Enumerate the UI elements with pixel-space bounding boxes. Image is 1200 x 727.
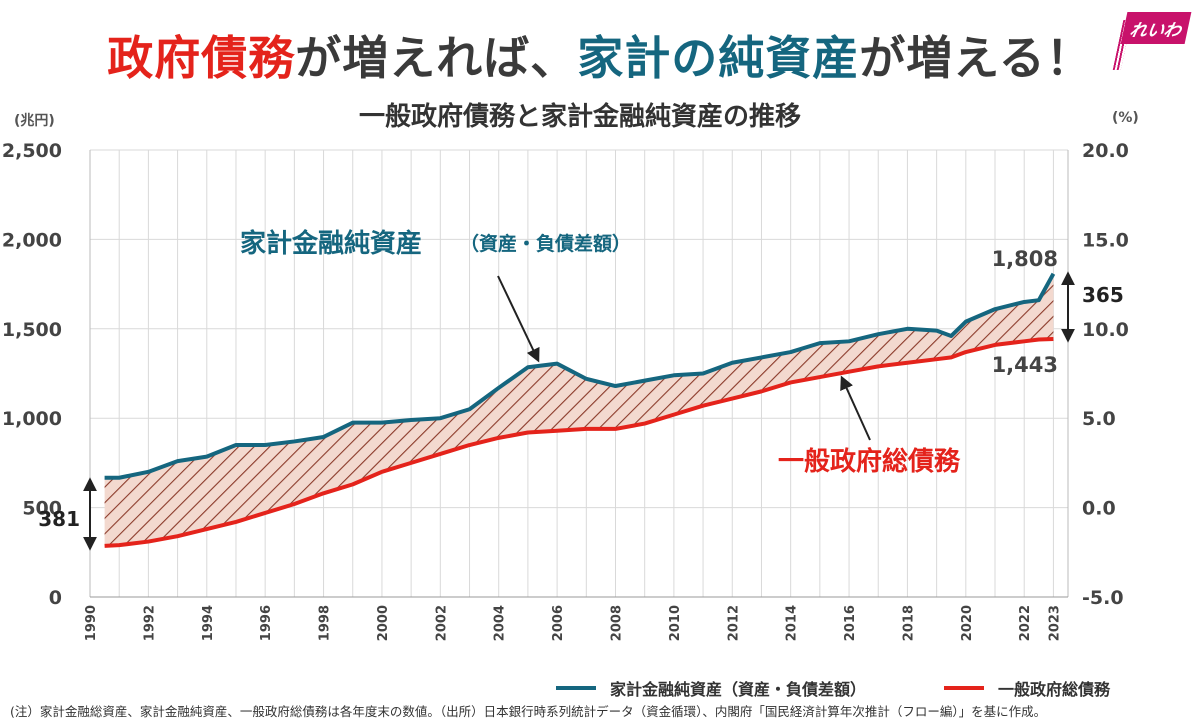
x-tick-label: 2010: [668, 605, 683, 641]
annotation-debt-label: 一般政府総債務: [778, 446, 961, 477]
headline-part-increase: が増える！: [859, 31, 1093, 85]
x-tick-label: 1992: [142, 605, 157, 641]
right-axis-unit: (%): [1112, 110, 1139, 126]
x-tick-label: 2000: [376, 605, 391, 641]
x-tick-label: 1996: [259, 605, 274, 641]
x-tick-label: 2022: [1018, 605, 1033, 641]
footnote: (注）家計金融総資産、家計金融純資産、一般政府総債務は各年度末の数値。（出所）日…: [10, 704, 1047, 719]
chart-area: 0 500 1,000 1,500 2,000 2,500 -5.0 0.0 5.0 10.0 15…: [2, 140, 1129, 641]
annotation-net-assets-sub: （資産・負債差額）: [460, 232, 631, 255]
x-tick-label: 2002: [434, 605, 449, 641]
y-tick-right: 10.0: [1082, 319, 1129, 341]
headline-part-if-increases: が増えれば、: [295, 31, 578, 85]
x-tick-label: 1994: [201, 605, 216, 641]
x-tick-label: 2020: [960, 605, 975, 641]
gap-value-end: 365: [1082, 283, 1124, 307]
value-end-government-debt: 1,443: [992, 353, 1058, 377]
y-tick-left: 1,500: [2, 319, 62, 341]
legend-label-net-assets: 家計金融純資産（資産・負債差額）: [610, 680, 867, 699]
arrow-debt: [840, 375, 871, 441]
y-tick-right: -5.0: [1082, 587, 1124, 609]
series-line-government-debt: [104, 336, 1054, 548]
legend-swatch-red: [944, 686, 984, 690]
x-tick-label: 2006: [551, 605, 566, 641]
x-tick-label: 2012: [726, 605, 741, 641]
x-tick-label: 2014: [785, 605, 800, 641]
y-tick-right: 15.0: [1082, 229, 1129, 251]
value-end-net-assets: 1,808: [992, 247, 1058, 271]
y-tick-left: 0: [49, 587, 62, 609]
legend-item-net-assets: 家計金融純資産（資産・負債差額）: [556, 676, 866, 700]
y-tick-left: 2,000: [2, 229, 62, 251]
left-axis-unit: (兆円): [14, 113, 55, 129]
legend-swatch-blue: [556, 686, 596, 690]
y-tick-left: 2,500: [2, 140, 62, 162]
headline-part-household-net-assets: 家計の純資産: [577, 31, 860, 85]
x-tick-label: 1990: [84, 605, 99, 641]
gap-value-start: 381: [38, 507, 80, 531]
x-tick-label: 2023: [1047, 605, 1062, 641]
y-tick-right: 5.0: [1082, 408, 1116, 430]
arrow-net-assets: [497, 275, 540, 363]
gap-area: [104, 273, 1054, 546]
y-tick-right: 0.0: [1082, 498, 1116, 520]
y-tick-left: 500: [22, 498, 62, 520]
annotation-net-assets-label: 家計金融純資産: [240, 228, 422, 259]
legend-item-government-debt: 一般政府総債務: [944, 676, 1110, 700]
headline: 政府債務が増えれば、家計の純資産が増える！: [0, 22, 1200, 88]
series-line-net-assets: [104, 272, 1056, 480]
chart-title: 一般政府債務と家計金融純資産の推移: [358, 102, 801, 132]
x-tick-label: 1998: [318, 605, 333, 641]
x-tick-label: 2016: [843, 605, 858, 641]
y-tick-right: 20.0: [1082, 140, 1129, 162]
y-tick-left: 1,000: [2, 408, 62, 430]
x-tick-label: 2004: [493, 605, 508, 641]
x-tick-label: 2018: [901, 605, 916, 641]
x-tick-label: 2008: [609, 605, 624, 641]
legend-label-government-debt: 一般政府総債務: [998, 680, 1111, 699]
headline-part-government-debt: 政府債務: [107, 31, 296, 85]
